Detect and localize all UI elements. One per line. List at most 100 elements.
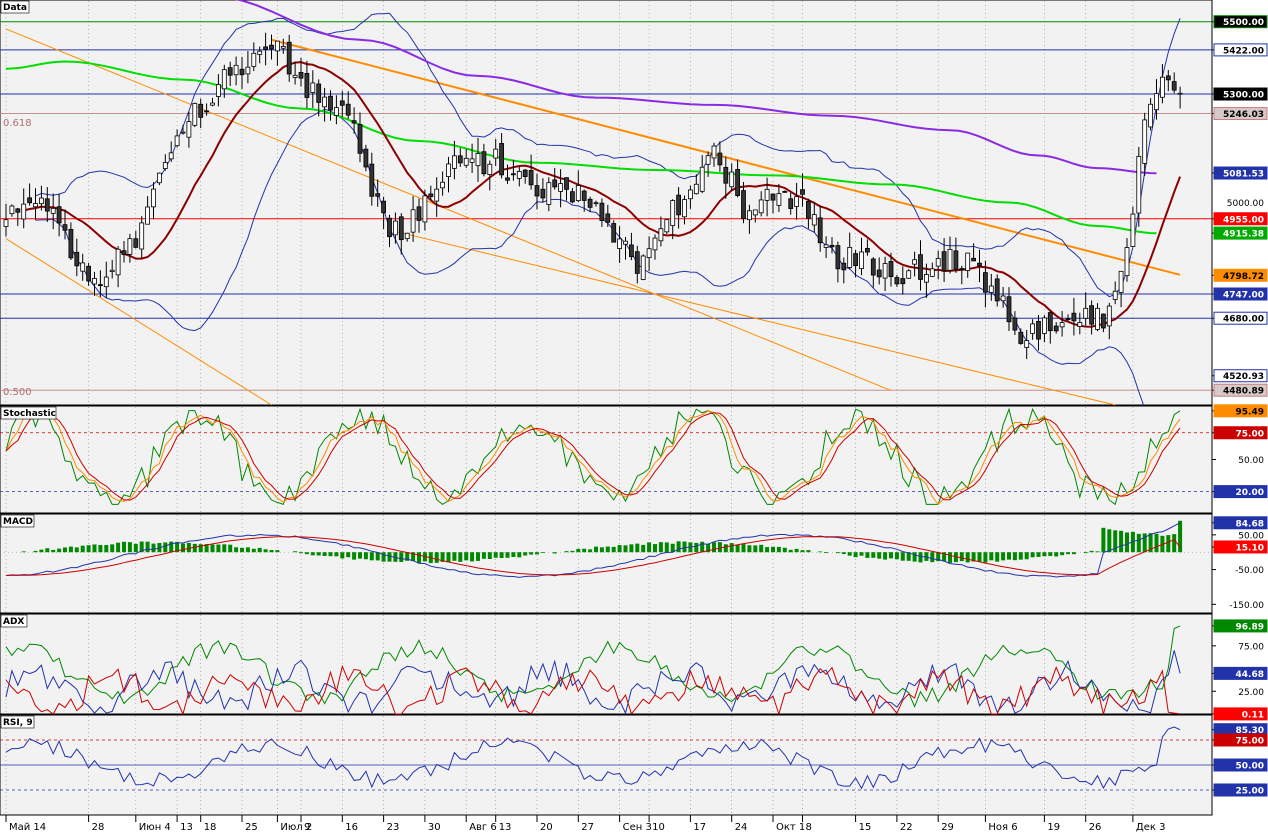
candle-body xyxy=(800,189,805,195)
price-badge xyxy=(1213,383,1268,397)
candle-body xyxy=(198,103,204,118)
macd-hist-bar xyxy=(299,552,303,554)
candle-body xyxy=(853,253,858,267)
x-tick-label: Окт 1 xyxy=(776,822,805,833)
candle-body xyxy=(1165,75,1171,81)
macd-hist-bar xyxy=(275,550,280,553)
macd-panel: MACD xyxy=(0,513,1213,614)
macd-signal-line xyxy=(5,536,1181,576)
macd-hist-bar xyxy=(706,543,711,553)
candle-body xyxy=(109,269,115,272)
candle-body xyxy=(629,244,634,258)
candle-body xyxy=(534,185,540,197)
candle-body xyxy=(1012,317,1018,331)
candle-body xyxy=(410,209,416,233)
macd-hist-bar xyxy=(906,552,911,561)
x-tick-label: 13 xyxy=(180,822,193,833)
x-tick-label: 17 xyxy=(693,822,706,833)
rsi-panel: RSI, 9 xyxy=(0,714,1213,816)
candle-body xyxy=(74,251,80,267)
axis-badge-label: 85.30 xyxy=(1236,726,1264,736)
sma-mid-line xyxy=(5,60,1157,235)
candle-body xyxy=(870,258,876,276)
macd-hist-bar xyxy=(228,544,233,553)
candle-body xyxy=(1177,92,1183,95)
candle-body xyxy=(493,148,499,159)
candle-body xyxy=(1065,318,1071,321)
axis-badge xyxy=(1213,783,1268,797)
candle-body xyxy=(127,238,133,255)
stoch-panel-title: Stochastic xyxy=(3,409,56,419)
candle-body xyxy=(363,148,369,168)
macd-hist-bar xyxy=(1178,520,1183,553)
price-badge-label: 5246.03 xyxy=(1223,110,1264,120)
macd-hist-bar xyxy=(847,552,852,556)
macd-hist-bar xyxy=(818,551,823,553)
candle-body xyxy=(1077,322,1083,327)
macd-hist-bar xyxy=(240,547,244,553)
macd-hist-bar xyxy=(853,552,858,558)
candle-body xyxy=(717,152,723,166)
candle-body xyxy=(440,181,446,189)
candle-body xyxy=(428,193,434,197)
candle-body xyxy=(180,131,186,134)
axis-label: 50.00 xyxy=(1238,531,1264,541)
stochastic-panel: Stochastic xyxy=(0,405,1213,514)
macd-hist-bar xyxy=(251,548,256,553)
candle-body xyxy=(174,135,180,147)
candle-body xyxy=(599,202,605,221)
macd-hist-bar xyxy=(310,552,315,556)
axis-badge-label: 0.11 xyxy=(1242,710,1264,720)
candle-body xyxy=(988,285,994,293)
x-tick-label: 30 xyxy=(428,822,441,833)
candle-body xyxy=(528,170,534,186)
macd-hist-bar xyxy=(664,542,669,553)
candle-body xyxy=(711,145,717,159)
macd-hist-bar xyxy=(1095,551,1100,553)
candle-body xyxy=(1136,156,1142,214)
candle-body xyxy=(115,248,121,276)
price-badge-label: 5081.53 xyxy=(1223,170,1264,180)
macd-hist-bar xyxy=(269,550,274,553)
candle-body xyxy=(499,143,505,176)
sma-long-line xyxy=(234,0,1157,175)
price-badge xyxy=(1213,226,1268,240)
price-badge xyxy=(1213,311,1268,325)
candle-body xyxy=(469,158,475,163)
candle-body xyxy=(782,190,788,193)
macd-hist-bar xyxy=(841,552,846,555)
macd-hist-bar xyxy=(487,552,492,560)
macd-hist-bar xyxy=(1101,527,1106,553)
candle-body xyxy=(776,193,782,206)
macd-line xyxy=(5,522,1181,578)
candle-body xyxy=(98,284,103,287)
macd-hist-bar xyxy=(51,549,56,553)
stoch-slow-line xyxy=(5,412,1181,501)
price-trendlines xyxy=(5,28,1181,406)
stoch-d-line xyxy=(5,410,1181,506)
candle-body xyxy=(947,249,953,271)
macd-hist-bar xyxy=(263,549,268,553)
candle-body xyxy=(80,262,86,272)
x-tick-label: 13 xyxy=(499,822,512,833)
axis-badge xyxy=(1213,666,1268,680)
macd-hist-bar xyxy=(776,546,781,553)
candle-body xyxy=(794,196,799,207)
x-tick-label: 27 xyxy=(581,822,594,833)
candle-body xyxy=(788,198,794,209)
macd-hist-bar xyxy=(948,552,952,563)
candle-body xyxy=(929,268,935,277)
candle-body xyxy=(735,169,740,196)
macd-hist-bar xyxy=(1048,552,1053,556)
candle-body xyxy=(994,278,1000,302)
macd-hist-bar xyxy=(369,552,374,561)
adx-panel-title: ADX xyxy=(3,617,24,627)
macd-hist-bar xyxy=(617,545,622,553)
macd-hist-bar xyxy=(918,552,923,563)
macd-hist-bar xyxy=(835,552,840,554)
macd-hist-bar xyxy=(658,542,663,553)
candle-body xyxy=(699,166,705,192)
x-tick-label: Дек 3 xyxy=(1136,822,1166,833)
candle-body xyxy=(959,268,965,270)
price-badge xyxy=(1213,212,1268,226)
